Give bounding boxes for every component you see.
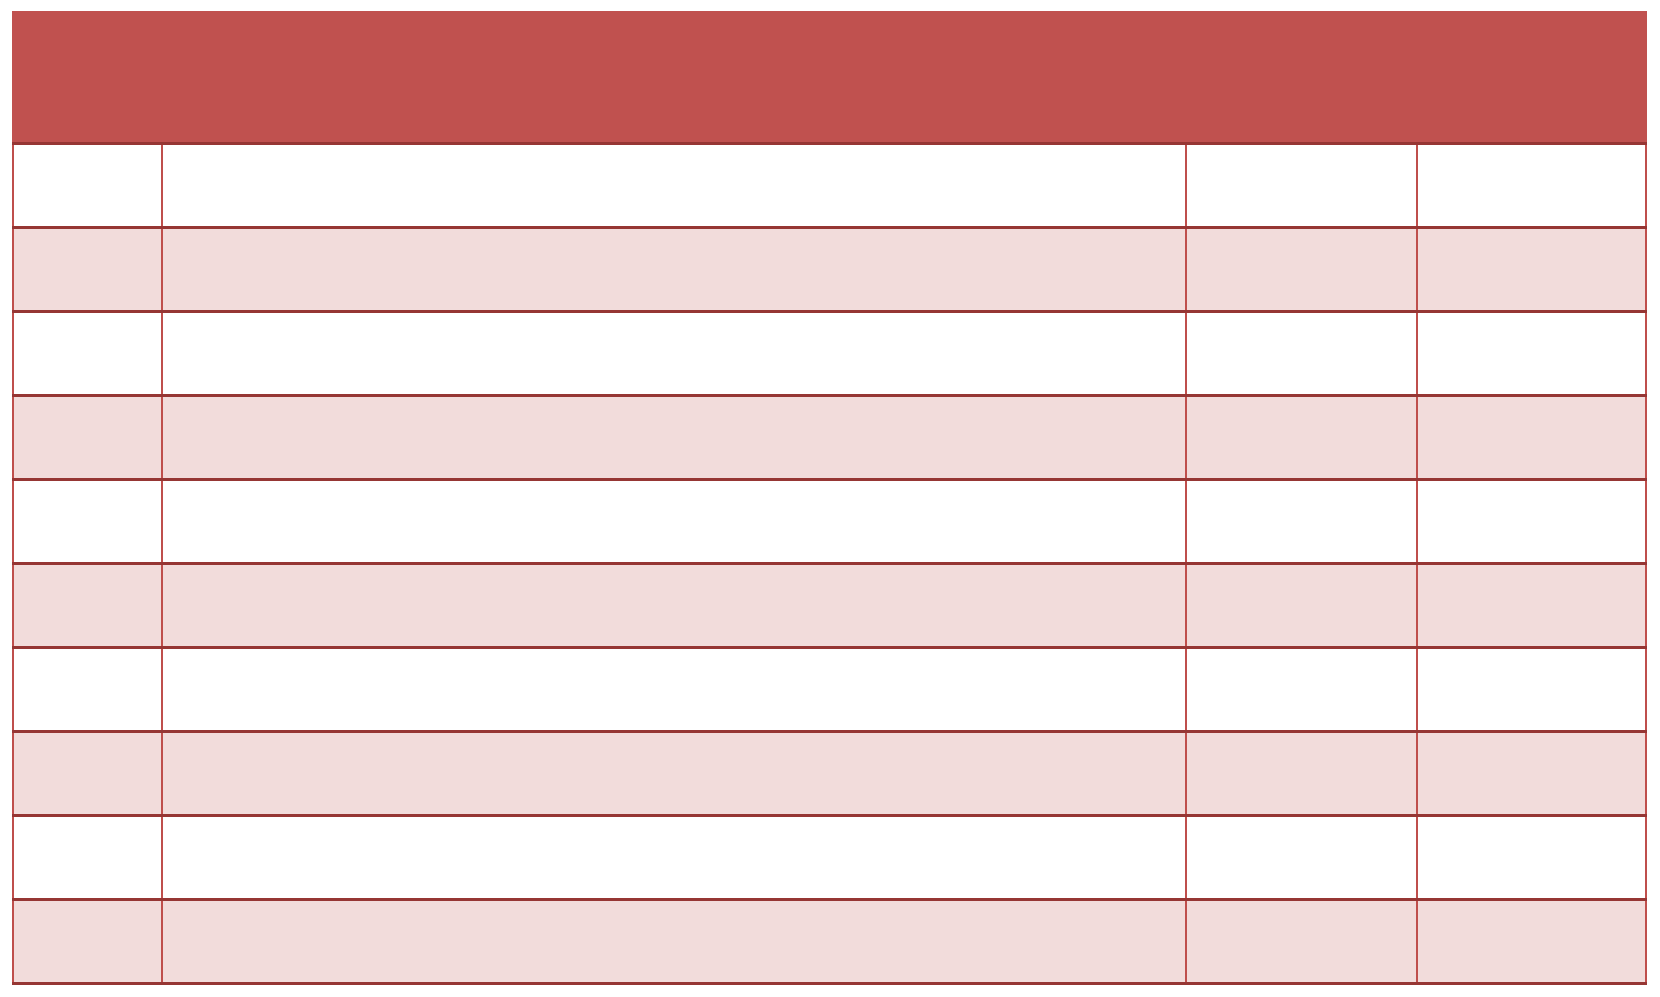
table-row (12, 813, 1647, 901)
table-cell (12, 477, 163, 565)
table-header-row (12, 11, 1647, 145)
table-cell (160, 813, 1188, 901)
table-cell (160, 141, 1188, 229)
table-row (12, 141, 1647, 229)
table-cell (1185, 897, 1419, 985)
table-cell (160, 225, 1188, 313)
table-cell (160, 561, 1188, 649)
table-cell (1185, 645, 1419, 733)
table-cell (1416, 897, 1647, 985)
table-cell (160, 897, 1188, 985)
empty-banded-table (12, 11, 1647, 985)
table-cell (1416, 729, 1647, 817)
table-cell (1416, 477, 1647, 565)
table-cell (1416, 813, 1647, 901)
table-cell (1185, 729, 1419, 817)
table-cell (1185, 309, 1419, 397)
table-row (12, 897, 1647, 985)
table-cell (1416, 561, 1647, 649)
table-cell (1185, 225, 1419, 313)
table-row (12, 225, 1647, 313)
table-cell (1416, 309, 1647, 397)
table-cell (12, 561, 163, 649)
table-cell (1185, 141, 1419, 229)
table-cell (160, 645, 1188, 733)
table-cell (1416, 141, 1647, 229)
table-header-band (12, 11, 1647, 145)
table-cell (12, 393, 163, 481)
table-cell (1416, 225, 1647, 313)
table-cell (160, 729, 1188, 817)
table-cell (12, 141, 163, 229)
table-row (12, 393, 1647, 481)
table-cell (160, 309, 1188, 397)
table-cell (12, 729, 163, 817)
table-row (12, 561, 1647, 649)
table-row (12, 477, 1647, 565)
table-cell (1185, 477, 1419, 565)
table-cell (1416, 645, 1647, 733)
table-cell (160, 477, 1188, 565)
table-cell (12, 813, 163, 901)
table-cell (12, 897, 163, 985)
table-cell (12, 645, 163, 733)
table-cell (12, 309, 163, 397)
table-row (12, 729, 1647, 817)
table-cell (12, 225, 163, 313)
table-row (12, 645, 1647, 733)
table-row (12, 309, 1647, 397)
table-cell (160, 393, 1188, 481)
table-cell (1185, 561, 1419, 649)
table-cell (1416, 393, 1647, 481)
table-cell (1185, 393, 1419, 481)
table-cell (1185, 813, 1419, 901)
